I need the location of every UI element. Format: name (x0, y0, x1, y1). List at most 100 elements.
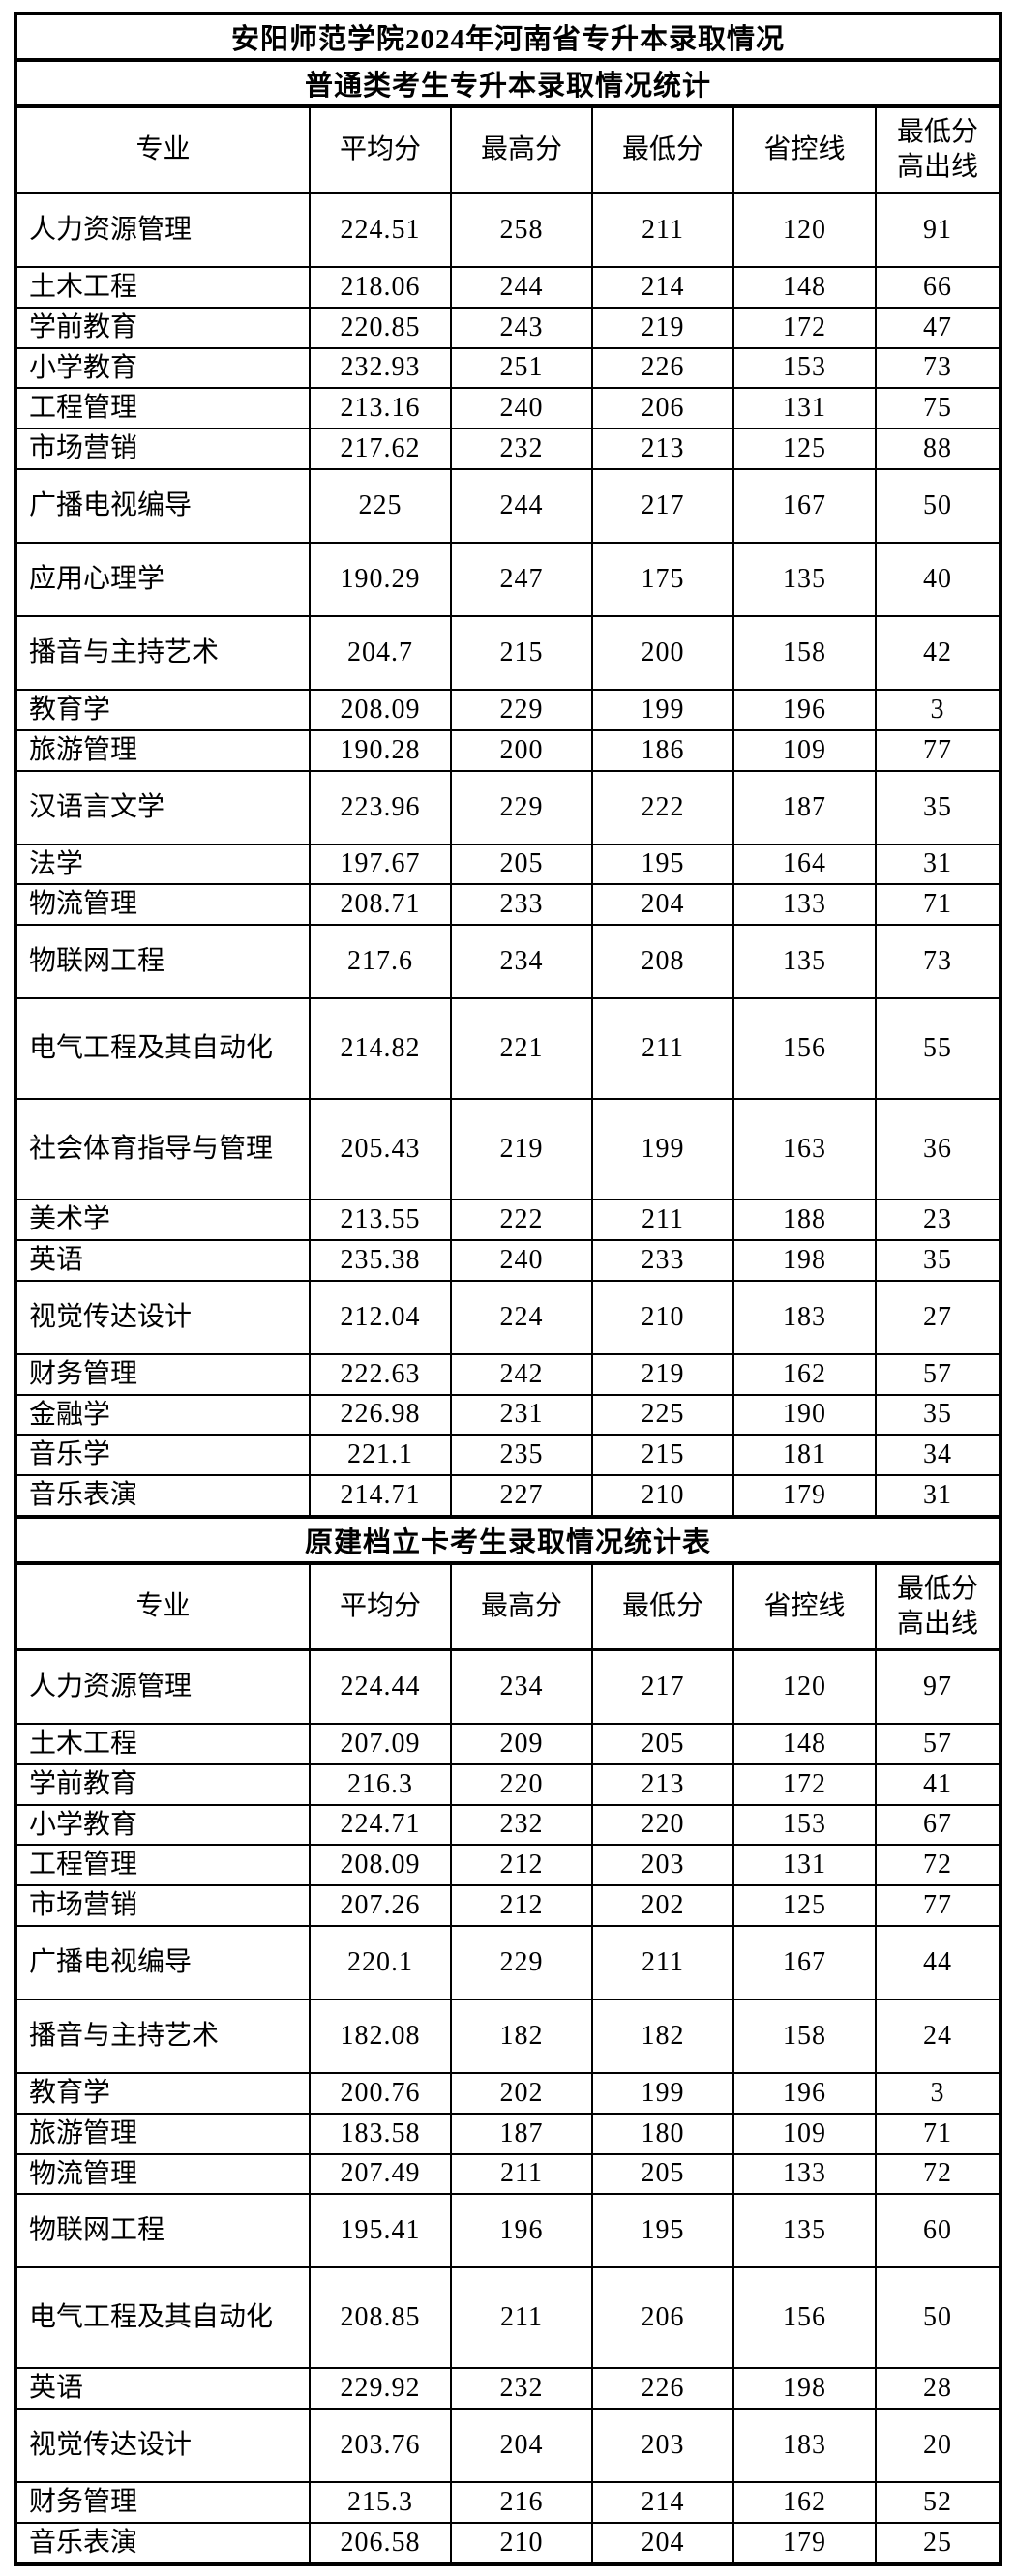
score-value-cell: 167 (732, 1924, 877, 2000)
score-value-cell: 211 (591, 192, 734, 268)
table1-body: 人力资源管理 224.51 258 211 120 91 土木工程 218.06 244 214 1… (15, 192, 1002, 1518)
score-value-cell: 187 (732, 769, 877, 845)
major-name-cell: 电气工程及其自动化 (15, 2266, 311, 2370)
score-value-cell: 208.85 (309, 2266, 452, 2370)
major-name-cell: 教育学 (15, 2071, 311, 2115)
score-value-cell: 50 (874, 2266, 1002, 2370)
major-name-cell: 电气工程及其自动化 (15, 997, 311, 1101)
major-name-cell: 英语 (15, 1238, 311, 1282)
score-value-cell: 208.09 (309, 688, 452, 731)
column-header-highest: 最高分 (450, 1560, 593, 1651)
score-value-cell: 28 (874, 2367, 1002, 2411)
score-value-cell: 215.3 (309, 2481, 452, 2524)
score-value-cell: 47 (874, 306, 1002, 349)
score-value-cell: 27 (874, 1279, 1002, 1355)
score-value-cell: 216.3 (309, 1762, 452, 1806)
major-name-cell: 旅游管理 (15, 2112, 311, 2155)
major-name-cell: 财务管理 (15, 1352, 311, 1396)
score-value-cell: 72 (874, 2152, 1002, 2196)
table-row: 法学 197.67 205 195 164 31 (15, 843, 1002, 886)
major-name-cell: 美术学 (15, 1199, 311, 1241)
score-value-cell: 196 (732, 2071, 877, 2115)
major-name-cell: 英语 (15, 2367, 311, 2411)
major-name-cell: 人力资源管理 (15, 1648, 311, 1725)
score-value-cell: 235.38 (309, 1238, 452, 1282)
score-value-cell: 71 (874, 2112, 1002, 2155)
score-value-cell: 60 (874, 2193, 1002, 2269)
column-header-average: 平均分 (309, 1560, 452, 1651)
major-name-cell: 音乐表演 (15, 1474, 311, 1518)
score-value-cell: 181 (732, 1434, 877, 1477)
score-value-cell: 199 (591, 1098, 734, 1201)
score-value-cell: 120 (732, 1648, 877, 1725)
table-row: 播音与主持艺术 182.08 182 182 158 24 (15, 1998, 1002, 2074)
score-value-cell: 214 (591, 2481, 734, 2524)
score-value-cell: 205 (591, 1722, 734, 1765)
major-name-cell: 音乐学 (15, 1434, 311, 1477)
score-value-cell: 213.55 (309, 1199, 452, 1241)
table-row: 社会体育指导与管理 205.43 219 199 163 36 (15, 1098, 1002, 1201)
major-name-cell: 土木工程 (15, 266, 311, 309)
major-name-cell: 应用心理学 (15, 541, 311, 617)
score-value-cell: 212 (450, 1884, 593, 1927)
table-row: 小学教育 232.93 251 226 153 73 (15, 346, 1002, 390)
score-value-cell: 179 (732, 1474, 877, 1518)
score-value-cell: 224.51 (309, 192, 452, 268)
score-value-cell: 35 (874, 769, 1002, 845)
score-value-cell: 221 (450, 997, 593, 1101)
score-value-cell: 196 (450, 2193, 593, 2269)
score-value-cell: 200.76 (309, 2071, 452, 2115)
score-value-cell: 190.28 (309, 728, 452, 772)
table-row: 工程管理 213.16 240 206 131 75 (15, 387, 1002, 430)
score-value-cell: 205 (591, 2152, 734, 2196)
table-row: 金融学 226.98 231 225 190 35 (15, 1393, 1002, 1436)
score-value-cell: 224 (450, 1279, 593, 1355)
score-value-cell: 25 (874, 2521, 1002, 2565)
major-name-cell: 财务管理 (15, 2481, 311, 2524)
column-header-above-line: 最低分 高出线 (874, 104, 1002, 194)
table-row: 广播电视编导 225 244 217 167 50 (15, 467, 1002, 544)
score-value-cell: 233 (450, 883, 593, 927)
score-value-cell: 156 (732, 2266, 877, 2370)
score-value-cell: 72 (874, 1844, 1002, 1887)
major-name-cell: 旅游管理 (15, 728, 311, 772)
score-value-cell: 156 (732, 997, 877, 1101)
score-value-cell: 202 (450, 2071, 593, 2115)
major-name-cell: 广播电视编导 (15, 1924, 311, 2000)
table-row: 市场营销 217.62 232 213 125 88 (15, 428, 1002, 470)
table2-title: 原建档立卡考生录取情况统计表 (14, 1514, 1002, 1565)
table-row: 教育学 200.76 202 199 196 3 (15, 2071, 1002, 2115)
score-value-cell: 179 (732, 2521, 877, 2565)
score-value-cell: 41 (874, 1762, 1002, 1806)
score-value-cell: 67 (874, 1803, 1002, 1847)
score-value-cell: 190.29 (309, 541, 452, 617)
score-value-cell: 204.7 (309, 614, 452, 691)
score-value-cell: 215 (450, 614, 593, 691)
score-value-cell: 20 (874, 2408, 1002, 2484)
score-value-cell: 211 (591, 997, 734, 1101)
score-value-cell: 97 (874, 1648, 1002, 1725)
table-row: 教育学 208.09 229 199 196 3 (15, 688, 1002, 731)
score-value-cell: 210 (591, 1474, 734, 1518)
table2-title-row: 原建档立卡考生录取情况统计表 (14, 1514, 1002, 1565)
score-value-cell: 158 (732, 1998, 877, 2074)
table-row: 物流管理 207.49 211 205 133 72 (15, 2152, 1002, 2196)
score-value-cell: 223.96 (309, 769, 452, 845)
score-value-cell: 231 (450, 1393, 593, 1436)
score-value-cell: 188 (732, 1199, 877, 1241)
score-value-cell: 206 (591, 387, 734, 430)
score-value-cell: 88 (874, 428, 1002, 470)
score-value-cell: 214 (591, 266, 734, 309)
score-value-cell: 158 (732, 614, 877, 691)
score-value-cell: 135 (732, 924, 877, 1000)
score-value-cell: 226 (591, 346, 734, 390)
score-value-cell: 163 (732, 1098, 877, 1201)
score-value-cell: 35 (874, 1238, 1002, 1282)
score-value-cell: 164 (732, 843, 877, 886)
table-row: 小学教育 224.71 232 220 153 67 (15, 1803, 1002, 1847)
score-value-cell: 209 (450, 1722, 593, 1765)
score-value-cell: 198 (732, 1238, 877, 1282)
score-value-cell: 44 (874, 1924, 1002, 2000)
score-value-cell: 220.85 (309, 306, 452, 349)
major-name-cell: 物流管理 (15, 2152, 311, 2196)
